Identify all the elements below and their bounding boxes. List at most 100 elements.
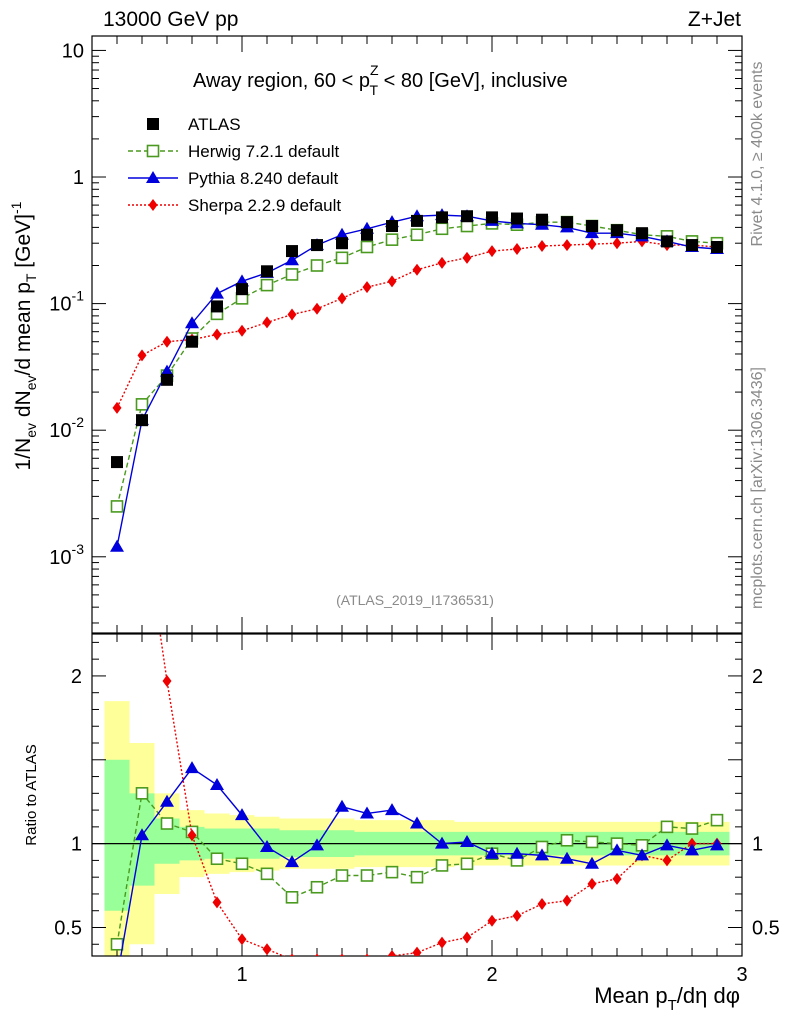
atlas-data-point	[411, 214, 423, 227]
herwig-data-point	[260, 278, 274, 292]
pythia-ratio-point	[385, 803, 399, 816]
atlas-data-point	[386, 220, 398, 233]
pythia-data-point	[185, 316, 199, 329]
header-energy-label: 13000 GeV pp	[103, 8, 238, 31]
sherpa-ratio-point	[162, 674, 172, 687]
herwig-ratio-point	[335, 869, 349, 882]
sherpa-ratio-point	[237, 933, 247, 946]
ratio-y-tick-label: 2	[71, 666, 82, 688]
sherpa-ratio-point	[587, 877, 597, 890]
atlas-data-point	[336, 237, 348, 250]
pythia-data-point	[110, 539, 124, 552]
sherpa-data-point	[537, 240, 547, 253]
atlas-data-point	[261, 265, 273, 278]
herwig-ratio-point	[385, 865, 399, 879]
herwig-ratio-point	[260, 867, 274, 881]
pythia-data-point	[210, 286, 224, 299]
ratio-y-tick-label: 1	[71, 834, 82, 856]
sherpa-ratio-point	[340, 953, 344, 956]
herwig-data-point	[360, 240, 374, 254]
atlas-data-point	[236, 283, 248, 296]
legend-label-herwig: Herwig 7.2.1 default	[188, 142, 339, 161]
atlas-data-point	[611, 224, 623, 237]
sherpa-data-point	[212, 328, 222, 341]
sherpa-data-point	[262, 316, 272, 329]
atlas-data-point	[686, 239, 698, 252]
ratio-band-outer	[104, 701, 730, 956]
pythia-ratio-point	[110, 971, 124, 983]
sherpa-ratio-point	[612, 872, 622, 885]
sherpa-data-point	[462, 251, 472, 264]
main-plot-title: Away region, 60 < pZ T < 80 [GeV], inclus…	[193, 62, 568, 98]
mcplots-label: mcplots.cern.ch [arXiv:1306.3436]	[749, 367, 766, 609]
pythia-ratio-point	[285, 855, 299, 868]
legend-label-atlas: ATLAS	[188, 115, 241, 134]
atlas-data-point	[361, 228, 373, 241]
herwig-data-point	[310, 259, 324, 272]
pythia-ratio-point	[185, 761, 199, 774]
pythia-data-point	[585, 226, 599, 239]
y-tick-label: 10-2	[49, 414, 84, 442]
ratio-y-axis-label: Ratio to ATLAS	[23, 744, 40, 845]
sherpa-data-point	[112, 401, 122, 414]
pythia-ratio-point	[560, 851, 574, 864]
pythia-ratio-point	[610, 843, 624, 856]
atlas-data-point	[586, 220, 598, 233]
y-tick-label: 1	[73, 167, 84, 189]
sherpa-data-point	[412, 263, 422, 276]
sherpa-ratio-point	[387, 950, 397, 956]
herwig-ratio-point	[285, 891, 299, 904]
herwig-data-point	[135, 398, 149, 411]
pythia-ratio-point	[660, 838, 674, 851]
sherpa-ratio-point	[462, 931, 472, 944]
sherpa-ratio-point	[113, 553, 122, 565]
sherpa-data-point	[362, 281, 372, 294]
pythia-ratio-point	[260, 839, 274, 852]
pythia-data-point	[285, 253, 299, 266]
sherpa-ratio-point	[437, 936, 447, 949]
sherpa-ratio-point	[512, 909, 522, 922]
legend-marker-pythia	[146, 171, 160, 183]
main-series-group	[110, 208, 724, 552]
sherpa-ratio-point	[262, 943, 272, 956]
y-tick-label: 10-1	[49, 288, 84, 316]
atlas-data-point	[636, 227, 648, 240]
legend-marker-atlas	[147, 118, 159, 130]
pythia-data-point	[335, 227, 349, 240]
sherpa-data-point	[287, 308, 297, 321]
x-tick-label: 2	[486, 964, 497, 986]
sherpa-data-point	[312, 302, 322, 315]
herwig-ratio-point	[660, 820, 674, 834]
atlas-data-point	[486, 211, 498, 224]
pythia-ratio-point	[435, 836, 449, 849]
sherpa-data-point	[137, 349, 147, 362]
herwig-data-point	[110, 500, 124, 513]
atlas-data-point	[161, 373, 173, 386]
herwig-ratio-point	[310, 880, 324, 894]
pythia-ratio-point	[410, 816, 424, 829]
sherpa-data-point	[162, 335, 172, 348]
atlas-data-point	[286, 245, 298, 258]
ratio-uncertainty-bands	[92, 701, 742, 956]
sherpa-data-point	[587, 238, 597, 251]
pythia-ratio-point	[585, 856, 599, 869]
sherpa-ratio-point	[365, 953, 369, 956]
sherpa-ratio-point	[138, 502, 147, 514]
sherpa-ratio-point	[487, 914, 497, 927]
atlas-data-point	[186, 335, 198, 348]
atlas-data-point	[711, 240, 723, 253]
ratio-band-inner	[104, 759, 730, 911]
herwig-ratio-point	[210, 852, 224, 866]
herwig-ratio-point	[360, 869, 374, 882]
atlas-data-point	[536, 213, 548, 226]
pythia-ratio-point	[310, 838, 324, 851]
pythia-ratio-point	[535, 848, 549, 861]
herwig-ratio-point	[135, 787, 149, 800]
pythia-ratio-point	[635, 848, 649, 861]
atlas-data-point	[311, 239, 323, 252]
y-tick-label: 10	[62, 40, 84, 62]
sherpa-data-point	[487, 245, 497, 258]
sherpa-ratio-point	[315, 953, 319, 956]
herwig-ratio-point	[560, 833, 574, 847]
ratio-y-tick-label-right: 2	[752, 666, 763, 688]
